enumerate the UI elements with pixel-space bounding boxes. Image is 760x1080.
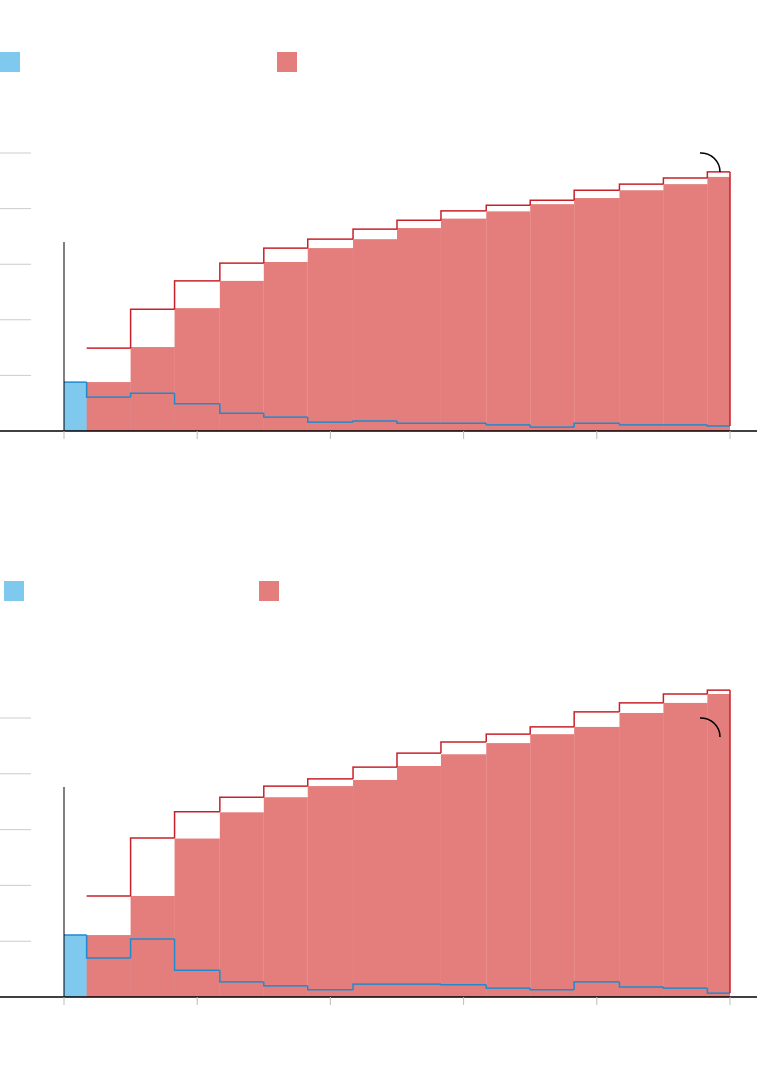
step-edge	[85, 382, 131, 398]
step-edge	[396, 420, 441, 424]
step-edge	[173, 393, 220, 405]
annotation-hook	[699, 717, 721, 738]
area-segment	[619, 190, 664, 431]
step-edge	[529, 199, 575, 206]
area-segment	[64, 935, 87, 997]
step-edge	[706, 171, 730, 179]
legend-swatch	[0, 52, 20, 72]
step-edge	[529, 988, 575, 991]
annotation-hook	[699, 152, 721, 173]
legend-swatch	[277, 52, 297, 72]
step-edge	[352, 228, 397, 240]
step-edge	[307, 985, 354, 991]
step-edge	[440, 983, 487, 986]
step-edge	[129, 308, 175, 349]
step-edge	[529, 726, 575, 735]
step-edge	[173, 938, 220, 971]
area-segment	[130, 896, 175, 997]
step-edge	[263, 785, 308, 798]
step-edge	[307, 238, 354, 249]
legend-swatch	[259, 581, 279, 601]
step-edge	[440, 210, 487, 221]
step-edge	[662, 986, 708, 989]
legend-swatch	[4, 581, 24, 601]
step-edge	[662, 177, 708, 185]
area-segment	[574, 198, 620, 431]
area-segment	[707, 694, 730, 997]
area-segment	[64, 382, 87, 431]
area-segment	[219, 812, 264, 997]
step-edge	[129, 938, 175, 958]
area-segment	[397, 765, 441, 997]
step-edge	[529, 424, 575, 428]
area-segment	[663, 184, 708, 431]
step-edge	[219, 796, 264, 812]
area-segment	[307, 786, 354, 997]
area-segment	[707, 176, 730, 431]
area-segment	[353, 239, 397, 431]
step-edge	[307, 778, 354, 787]
step-edge	[485, 733, 531, 742]
step-edge	[219, 403, 264, 414]
area-segment	[219, 280, 264, 431]
step-edge	[618, 183, 664, 191]
step-edge	[485, 984, 531, 989]
area-segment	[486, 743, 531, 997]
step-edge	[263, 247, 308, 264]
area-segment	[663, 702, 708, 997]
step-edge	[706, 689, 730, 695]
area-segment	[130, 347, 175, 431]
area-segment	[619, 712, 664, 997]
step-edge	[706, 424, 730, 427]
step-edge	[485, 423, 531, 426]
step-edge	[85, 935, 131, 959]
area-segment	[440, 754, 487, 997]
area-segment	[530, 734, 575, 997]
step-edge	[263, 981, 308, 987]
step-edge	[219, 970, 264, 983]
step-edge	[352, 766, 397, 779]
area-segment	[353, 779, 397, 997]
step-edge	[396, 219, 441, 230]
area-segment	[530, 204, 575, 431]
step-edge	[662, 693, 708, 703]
area-segment	[86, 382, 131, 431]
step-edge	[618, 981, 664, 988]
step-edge	[263, 413, 308, 418]
step-edge	[618, 423, 664, 426]
step-edge	[219, 262, 264, 281]
step-edge	[173, 280, 220, 310]
area-segment	[440, 218, 487, 431]
step-edge	[618, 702, 664, 712]
step-edge	[173, 810, 220, 838]
area-segment	[486, 211, 531, 431]
step-edge	[573, 981, 620, 990]
step-edge	[440, 741, 487, 754]
area-segment	[263, 261, 308, 431]
step-edge	[573, 189, 620, 201]
step-edge	[706, 988, 730, 994]
step-edge	[129, 837, 175, 897]
step-edge	[396, 752, 441, 768]
step-edge	[485, 204, 531, 211]
step-edge	[573, 422, 620, 428]
area-segment	[397, 228, 441, 431]
area-segment	[574, 726, 620, 997]
step-edge	[352, 420, 397, 423]
area-segment	[174, 308, 220, 431]
area-segment	[307, 248, 354, 431]
step-edge	[307, 417, 354, 423]
area-segment	[263, 797, 308, 997]
step-edge	[129, 392, 175, 398]
step-edge	[352, 983, 397, 990]
area-segment	[86, 935, 131, 997]
step-edge	[573, 711, 620, 727]
area-segment	[174, 838, 220, 997]
